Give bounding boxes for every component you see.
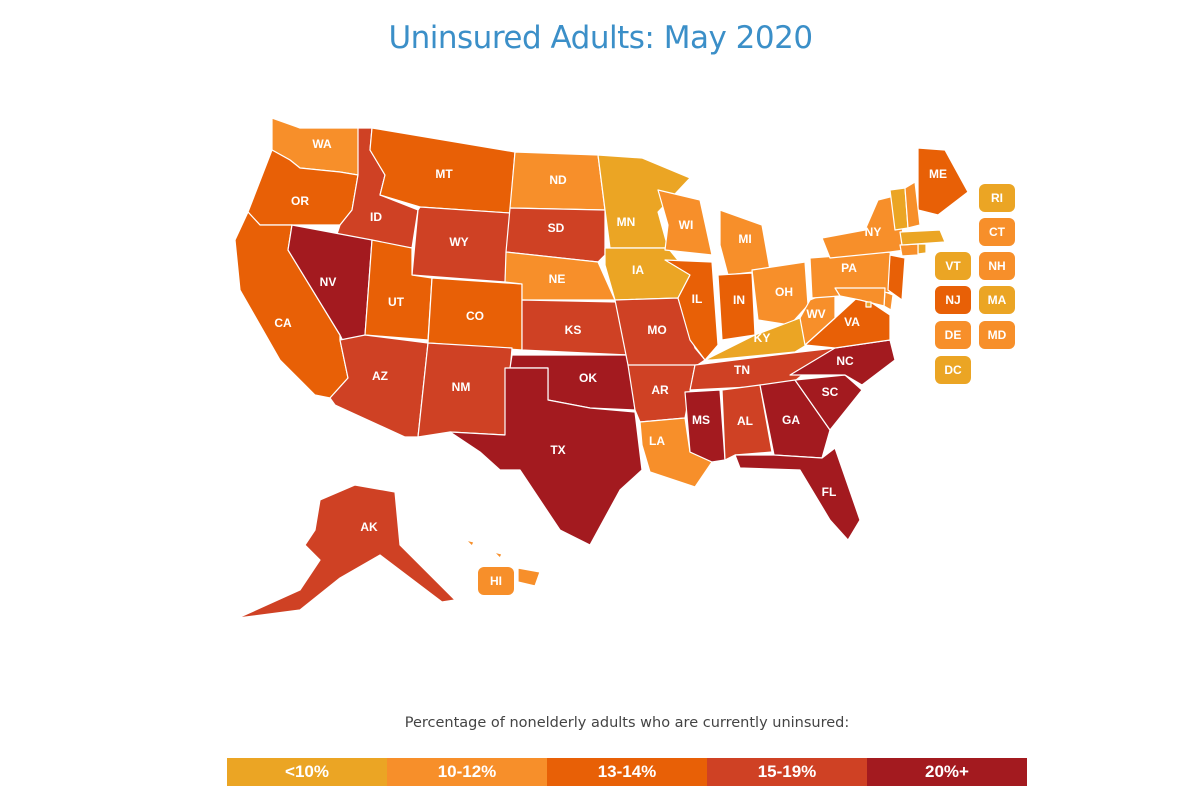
state-box-ma[interactable] (979, 286, 1015, 314)
state-label-wa: WA (312, 137, 332, 151)
state-box-label-nj: NJ (945, 293, 960, 307)
state-box-label-dc: DC (944, 363, 962, 377)
state-hi[interactable] (465, 539, 541, 587)
state-label-id: ID (370, 210, 382, 224)
state-il[interactable] (664, 259, 719, 361)
legend-bin-10-12: 10-12% (387, 758, 547, 786)
state-box-nj[interactable] (935, 286, 971, 314)
state-ms[interactable] (684, 389, 726, 463)
state-wi[interactable] (657, 189, 713, 256)
state-fl[interactable] (734, 447, 861, 541)
state-wy[interactable] (411, 206, 511, 283)
state-ri[interactable] (917, 243, 927, 255)
state-label-ok: OK (579, 371, 597, 385)
state-box-ri[interactable] (979, 184, 1015, 212)
state-label-va: VA (844, 315, 860, 329)
state-box-label-ma: MA (988, 293, 1007, 307)
state-label-nm: NM (452, 380, 471, 394)
state-box-label-md: MD (988, 328, 1007, 342)
state-label-me: ME (929, 167, 947, 181)
state-box-dc[interactable] (935, 356, 971, 384)
state-box-label-de: DE (945, 328, 962, 342)
state-label-ky: KY (754, 331, 771, 345)
legend-bin-15-19: 15-19% (707, 758, 867, 786)
state-label-pa: PA (841, 261, 857, 275)
state-box-label-ri: RI (991, 191, 1003, 205)
state-ak[interactable] (237, 484, 456, 619)
state-label-mi: MI (738, 232, 751, 246)
state-label-tn: TN (734, 363, 750, 377)
state-sd[interactable] (505, 207, 606, 263)
state-label-fl: FL (822, 485, 837, 499)
state-de[interactable] (883, 291, 894, 311)
state-box-hi[interactable] (478, 567, 514, 595)
state-label-nd: ND (549, 173, 567, 187)
state-label-al: AL (737, 414, 753, 428)
state-label-ak: AK (360, 520, 378, 534)
map-title: Uninsured Adults: May 2020 (388, 20, 813, 56)
legend: <10% 10-12% 13-14% 15-19% 20%+ (227, 758, 1027, 786)
state-label-wv: WV (806, 307, 825, 321)
state-label-oh: OH (775, 285, 793, 299)
state-nj[interactable] (887, 254, 906, 301)
state-box-label-ct: CT (989, 225, 1006, 239)
state-ct[interactable] (899, 243, 919, 257)
state-nh[interactable] (904, 181, 921, 229)
state-label-ne: NE (549, 272, 566, 286)
state-ga[interactable] (759, 379, 831, 459)
state-dc[interactable] (865, 301, 872, 308)
state-ma[interactable] (899, 229, 946, 246)
state-label-ks: KS (565, 323, 582, 337)
us-map: WA OR CA ID NV MT WY UT CO AZ NM ND SD NE KS OK TX MN IA MO… (234, 117, 1015, 619)
state-label-la: LA (649, 434, 665, 448)
state-label-ga: GA (782, 413, 800, 427)
state-label-ms: MS (692, 413, 710, 427)
state-me[interactable] (917, 147, 969, 216)
state-label-mn: MN (617, 215, 636, 229)
state-label-ar: AR (651, 383, 669, 397)
state-label-il: IL (692, 292, 703, 306)
state-label-co: CO (466, 309, 484, 323)
state-box-vt[interactable] (935, 252, 971, 280)
state-label-sc: SC (822, 385, 839, 399)
state-label-mt: MT (435, 167, 453, 181)
state-label-az: AZ (372, 369, 388, 383)
state-label-ut: UT (388, 295, 405, 309)
state-label-wy: WY (449, 235, 468, 249)
state-oh[interactable] (751, 261, 809, 326)
legend-caption: Percentage of nonelderly adults who are … (404, 715, 850, 731)
state-box-md[interactable] (979, 321, 1015, 349)
state-wv[interactable] (799, 289, 836, 346)
state-md[interactable] (834, 287, 886, 307)
state-label-in: IN (733, 293, 745, 307)
state-label-tx: TX (550, 443, 565, 457)
legend-bin-20plus: 20%+ (867, 758, 1027, 786)
state-label-ca: CA (274, 316, 292, 330)
state-label-or: OR (291, 194, 309, 208)
state-la[interactable] (639, 417, 713, 488)
state-box-de[interactable] (935, 321, 971, 349)
state-box-label-nh: NH (988, 259, 1005, 273)
state-label-nv: NV (320, 275, 337, 289)
state-box-label-hi: HI (490, 574, 502, 588)
state-label-sd: SD (548, 221, 565, 235)
state-mn[interactable] (597, 154, 691, 249)
state-box-label-vt: VT (945, 259, 961, 273)
state-label-mo: MO (647, 323, 666, 337)
state-box-ct[interactable] (979, 218, 1015, 246)
state-az[interactable] (329, 334, 429, 438)
state-ia[interactable] (604, 247, 691, 301)
state-mi[interactable] (719, 209, 771, 276)
state-label-wi: WI (679, 218, 694, 232)
state-label-ny: NY (865, 225, 882, 239)
state-al[interactable] (721, 384, 773, 461)
state-sc[interactable] (794, 374, 863, 431)
state-label-nc: NC (836, 354, 854, 368)
state-box-nh[interactable] (979, 252, 1015, 280)
legend-bin-lt10: <10% (227, 758, 387, 786)
legend-bin-13-14: 13-14% (547, 758, 707, 786)
state-label-ia: IA (632, 263, 644, 277)
state-tx[interactable] (449, 367, 643, 546)
